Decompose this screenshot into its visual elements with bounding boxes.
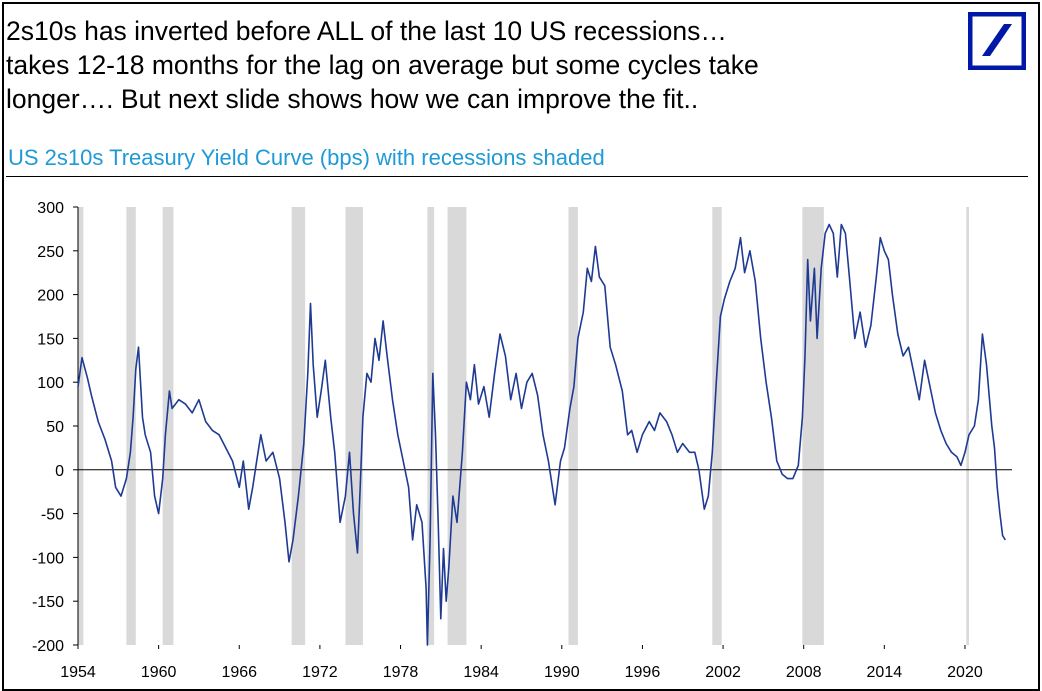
- deutsche-bank-logo-icon: [968, 12, 1026, 70]
- y-tick-label: -150: [32, 594, 64, 611]
- x-tick-label: 1954: [60, 664, 96, 681]
- x-tick-label: 2008: [786, 664, 822, 681]
- x-tick-label: 1996: [625, 664, 661, 681]
- y-tick-label: -100: [32, 550, 64, 567]
- y-tick-label: 250: [37, 244, 64, 261]
- y-tick-label: 0: [55, 463, 64, 480]
- x-tick-label: 2014: [867, 664, 903, 681]
- headline-line-2: takes 12-18 months for the lag on averag…: [6, 50, 759, 80]
- y-tick-label: 300: [37, 200, 64, 217]
- recession-band-4: [291, 207, 306, 645]
- y-tick-label: -50: [41, 507, 64, 524]
- y-tick-label: 200: [37, 288, 64, 305]
- x-tick-label: 1972: [302, 664, 338, 681]
- series-line-1: [77, 223, 1006, 646]
- recession-band-2: [126, 207, 136, 645]
- recession-band-1: [78, 207, 84, 645]
- headline-line-3: longer…. But next slide shows how we can…: [6, 84, 699, 114]
- y-tick-label: 150: [37, 331, 64, 348]
- y-tick-label: -200: [32, 638, 64, 655]
- x-tick-label: 2020: [947, 664, 983, 681]
- headline-line-1: 2s10s has inverted before ALL of the las…: [6, 16, 727, 46]
- recession-band-3: [162, 207, 174, 645]
- x-tick-label: 1990: [544, 664, 580, 681]
- x-tick-label: 1960: [141, 664, 177, 681]
- recession-band-7: [447, 207, 467, 645]
- headline: 2s10s has inverted before ALL of the las…: [6, 14, 961, 116]
- title-divider: [6, 176, 1028, 177]
- recession-band-11: [966, 207, 969, 645]
- x-tick-label: 1966: [221, 664, 257, 681]
- y-tick-label: 100: [37, 375, 64, 392]
- chart-title: US 2s10s Treasury Yield Curve (bps) with…: [8, 145, 605, 170]
- recession-band-6: [427, 207, 435, 645]
- x-tick-label: 2002: [705, 664, 741, 681]
- recession-band-5: [345, 207, 363, 645]
- y-tick-label: 50: [46, 419, 64, 436]
- recession-band-8: [568, 207, 578, 645]
- recession-band-9: [712, 207, 722, 645]
- x-tick-label: 1984: [463, 664, 499, 681]
- x-tick-label: 1978: [383, 664, 419, 681]
